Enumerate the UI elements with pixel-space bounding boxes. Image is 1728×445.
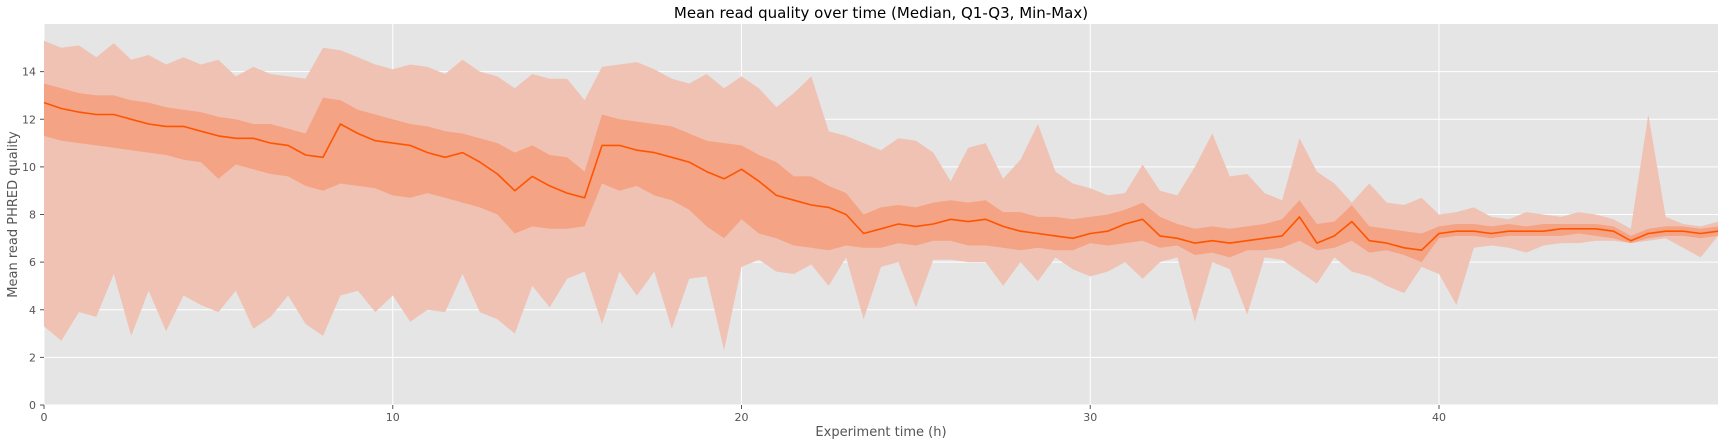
x-axis-label: Experiment time (h)	[815, 425, 946, 440]
y-tick-label: 12	[22, 113, 36, 126]
y-tick-label: 10	[22, 161, 36, 174]
x-tick-label: 40	[1432, 411, 1446, 424]
x-tick-label: 30	[1083, 411, 1097, 424]
y-tick-label: 0	[29, 399, 36, 412]
y-tick-label: 14	[22, 66, 36, 79]
minmax-band	[44, 40, 1718, 351]
y-axis-label: Mean read PHRED quality	[6, 131, 21, 298]
x-tick-label: 20	[735, 411, 749, 424]
chart-title: Mean read quality over time (Median, Q1-…	[674, 4, 1088, 22]
x-tick-label: 10	[386, 411, 400, 424]
y-tick-label: 4	[29, 304, 36, 317]
x-tick-label: 0	[41, 411, 48, 424]
y-tick-label: 8	[29, 209, 36, 222]
y-tick-label: 6	[29, 256, 36, 269]
y-tick-label: 2	[29, 351, 36, 364]
median-line	[43, 101, 1719, 251]
